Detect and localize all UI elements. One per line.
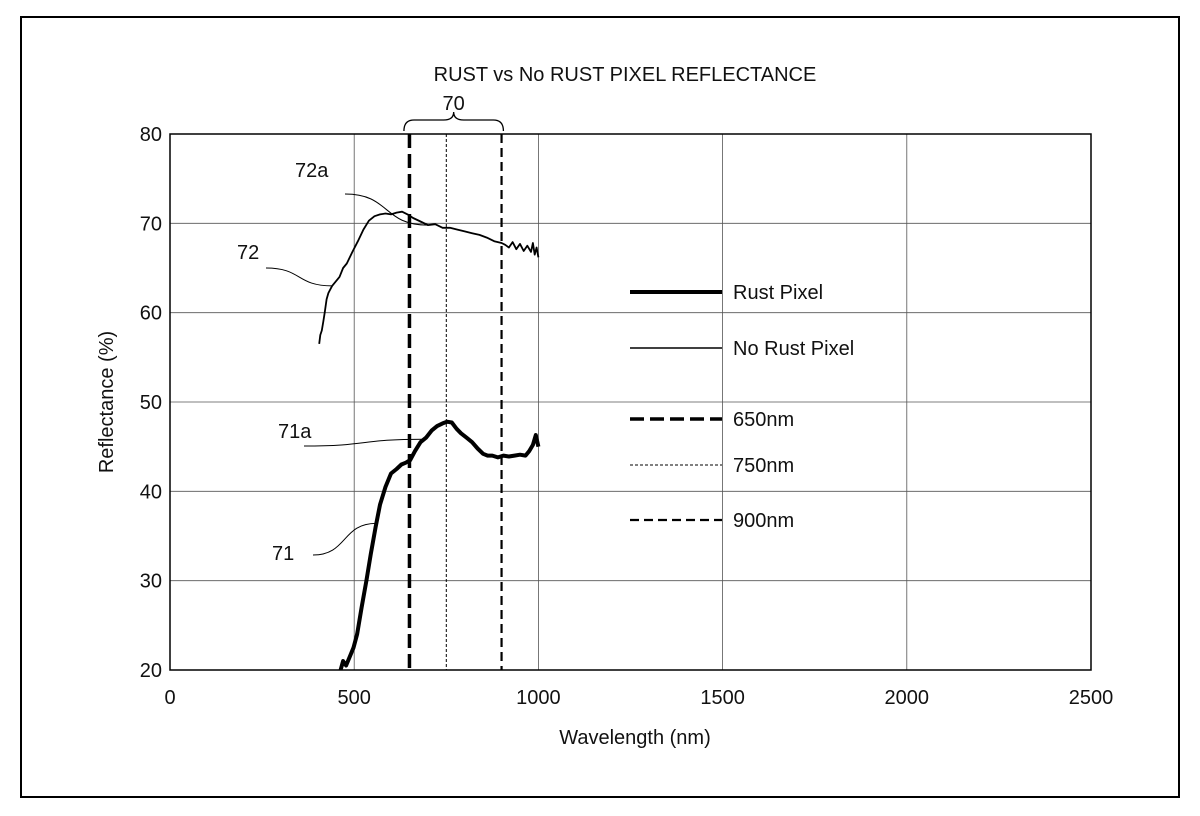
bracket-70 xyxy=(403,111,505,132)
series-group xyxy=(318,210,541,671)
annotation-label: 72a xyxy=(295,160,329,182)
series-line-no-rust xyxy=(318,210,540,345)
leader-line xyxy=(265,267,333,287)
y-tick-label: 40 xyxy=(140,481,162,503)
series-line-rust xyxy=(338,419,541,671)
x-axis-label: Wavelength (nm) xyxy=(559,727,711,749)
figure-frame xyxy=(20,16,1180,798)
leader-line xyxy=(344,193,428,226)
annotation-label: 71a xyxy=(278,421,312,443)
x-tick-label: 2500 xyxy=(1069,687,1114,709)
legend-label: No Rust Pixel xyxy=(733,338,854,360)
x-tick-label: 1000 xyxy=(516,687,561,709)
x-tick-label: 0 xyxy=(164,687,175,709)
plot-area-border xyxy=(169,133,1092,671)
x-tick-label: 500 xyxy=(338,687,371,709)
annotations: 70 72a 72 71a 71 xyxy=(237,93,505,565)
legend-label: 900nm xyxy=(733,510,794,532)
legend-label: Rust Pixel xyxy=(733,282,823,304)
legend-label: 750nm xyxy=(733,455,794,477)
y-axis-label: Reflectance (%) xyxy=(96,331,118,473)
y-tick-label: 50 xyxy=(140,392,162,414)
y-tick-label: 70 xyxy=(140,213,162,235)
legend: Rust Pixel No Rust Pixel 650nm 750nm 900nm xyxy=(630,282,854,532)
y-tick-label: 20 xyxy=(140,660,162,682)
annotation-label: 72 xyxy=(237,242,259,264)
y-tick-label: 80 xyxy=(140,124,162,146)
grid xyxy=(169,133,1092,671)
leader-line xyxy=(303,438,425,447)
y-tick-label: 60 xyxy=(140,303,162,325)
x-tick-label: 1500 xyxy=(700,687,745,709)
leader-line xyxy=(312,522,377,556)
chart-title: RUST vs No RUST PIXEL REFLECTANCE xyxy=(434,64,817,86)
x-tick-label: 2000 xyxy=(885,687,930,709)
annotation-label: 71 xyxy=(272,543,294,565)
annotation-label: 70 xyxy=(443,93,465,115)
y-tick-label: 30 xyxy=(140,571,162,593)
tick-labels: 0 500 1000 1500 2000 2500 20 30 40 50 60 70 80 xyxy=(140,124,1114,709)
legend-label: 650nm xyxy=(733,409,794,431)
